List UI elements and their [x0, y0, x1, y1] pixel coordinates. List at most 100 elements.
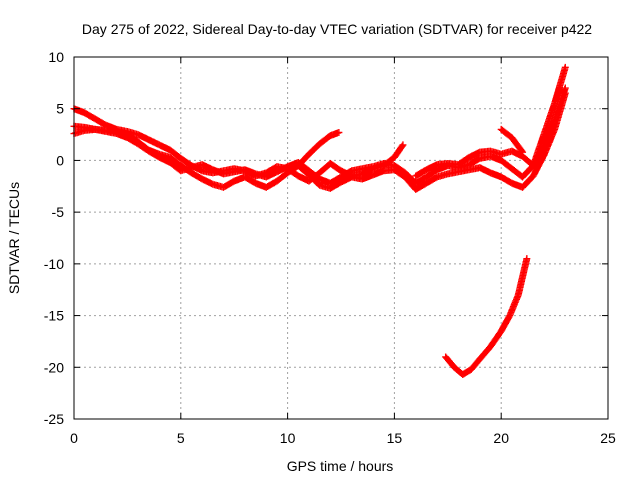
track-markers	[391, 142, 406, 160]
track-markers	[424, 174, 440, 186]
track-markers	[146, 148, 162, 161]
track-markers	[488, 153, 504, 164]
track-markers	[295, 151, 312, 168]
series-track-3	[70, 84, 569, 187]
track-markers	[488, 169, 504, 180]
track-markers	[540, 101, 558, 137]
track-markers	[506, 292, 522, 318]
track-markers	[274, 170, 290, 184]
track-markers	[477, 164, 493, 176]
track-markers	[498, 126, 515, 141]
track-markers	[477, 344, 493, 362]
track-markers	[93, 116, 109, 128]
series-track-7	[442, 255, 531, 379]
track-markers	[157, 154, 173, 166]
track-markers	[468, 356, 483, 372]
track-markers	[424, 167, 440, 180]
track-markers	[104, 128, 119, 137]
track-markers	[200, 161, 215, 173]
track-markers	[541, 117, 558, 147]
track-markers	[221, 178, 237, 190]
track-markers	[460, 366, 474, 378]
track-markers	[242, 174, 258, 186]
track-markers	[200, 176, 215, 188]
y-axis-label: SDTVAR / TECUs	[6, 182, 22, 294]
track-markers	[274, 163, 290, 175]
track-markers	[541, 127, 558, 158]
plot-frame	[73, 56, 609, 420]
track-markers	[328, 179, 344, 192]
track-markers	[114, 130, 130, 141]
track-markers	[520, 173, 536, 190]
track-markers	[402, 174, 419, 192]
track-markers	[317, 133, 333, 147]
y-tick-label: -10	[44, 256, 64, 272]
track-markers	[167, 147, 184, 161]
data-layer	[70, 63, 569, 379]
track-markers	[413, 180, 429, 193]
track-markers	[509, 148, 525, 160]
track-markers	[189, 170, 205, 182]
track-markers	[82, 110, 98, 122]
y-tick-label: -20	[44, 359, 64, 375]
track-markers	[306, 168, 322, 182]
grid	[74, 57, 608, 419]
track-markers	[509, 135, 526, 155]
track-markers	[413, 167, 429, 179]
track-markers	[328, 174, 344, 186]
x-tick-label: 20	[493, 430, 509, 446]
y-tick-label: -15	[44, 308, 64, 324]
track-markers	[551, 86, 569, 122]
track-markers	[242, 166, 258, 177]
track-markers	[328, 160, 344, 174]
track-markers	[157, 142, 173, 153]
track-markers	[392, 167, 408, 180]
x-tick-label: 25	[600, 430, 616, 446]
track-markers	[498, 157, 515, 172]
track-markers	[167, 154, 184, 169]
track-markers	[413, 174, 429, 186]
track-markers	[146, 136, 162, 148]
x-tick-label: 10	[280, 430, 296, 446]
track-markers	[381, 160, 397, 169]
ticks: 0 5 10 15 20 25 -25 -20 -15 -10 -5 0 5 10	[44, 49, 616, 446]
x-tick-label: 0	[70, 430, 78, 446]
track-markers	[467, 149, 482, 161]
track-markers	[424, 161, 440, 173]
y-tick-label: -25	[44, 411, 64, 427]
track-markers	[338, 168, 354, 180]
y-tick-label: 0	[56, 152, 64, 168]
track-markers	[135, 131, 151, 143]
track-markers	[306, 172, 323, 188]
track-markers	[135, 141, 152, 154]
track-markers	[360, 171, 376, 182]
y-tick-label: -5	[52, 204, 65, 220]
track-markers	[443, 354, 457, 370]
y-tick-label: 10	[48, 49, 64, 65]
track-markers	[515, 256, 530, 297]
track-markers	[456, 154, 472, 168]
series-track-4	[294, 129, 343, 170]
track-markers	[392, 162, 408, 176]
track-markers	[306, 141, 323, 157]
track-markers	[264, 169, 280, 180]
track-markers	[530, 153, 547, 179]
track-markers	[264, 178, 280, 190]
x-tick-label: 15	[387, 430, 403, 446]
chart-title: Day 275 of 2022, Sidereal Day-to-day VTE…	[82, 21, 592, 37]
y-tick-label: 5	[56, 101, 64, 117]
track-markers	[498, 313, 513, 334]
track-markers	[499, 174, 514, 186]
track-markers	[551, 65, 569, 106]
x-axis-label: GPS time / hours	[287, 458, 394, 474]
track-markers	[530, 132, 547, 168]
x-tick-label: 5	[177, 430, 185, 446]
track-markers	[328, 129, 341, 139]
series-track-5	[412, 63, 569, 180]
track-markers	[467, 155, 482, 168]
track-markers	[487, 328, 504, 349]
track-markers	[178, 164, 194, 174]
track-markers	[125, 134, 141, 147]
